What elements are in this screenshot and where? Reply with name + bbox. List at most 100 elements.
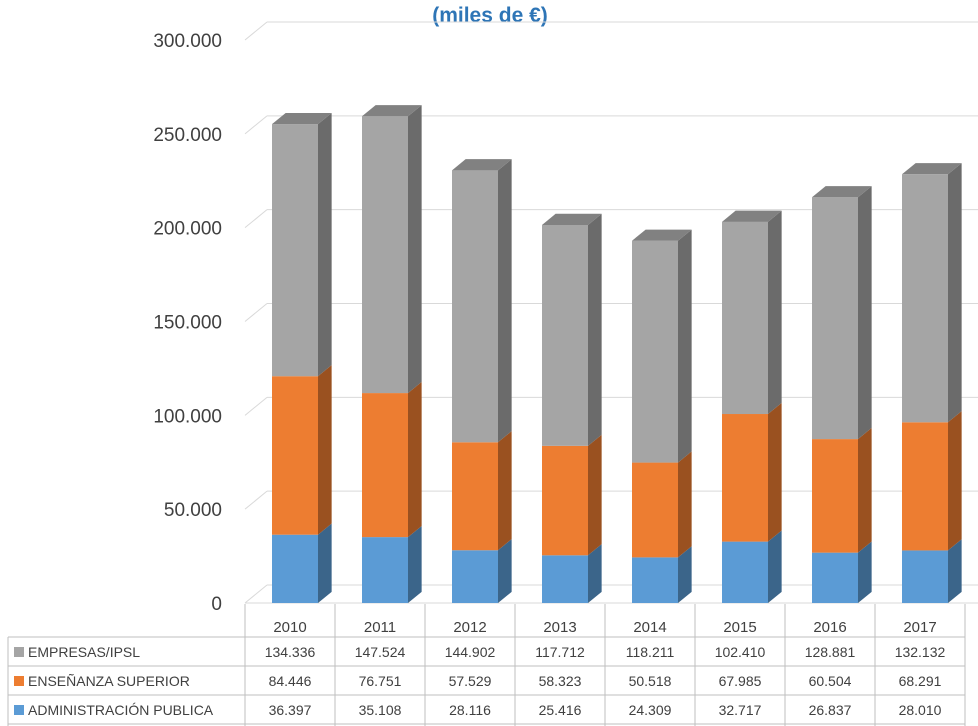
- bar-segment-side: [498, 539, 512, 603]
- bar-top: [902, 163, 962, 175]
- bar-segment: [632, 557, 678, 603]
- bar-segment: [812, 552, 858, 603]
- bar-segment-side: [678, 229, 692, 463]
- bar-segment: [362, 116, 408, 394]
- bar-segment-side: [858, 427, 872, 553]
- gridline-diagonal: [244, 303, 268, 322]
- bar-top: [632, 229, 692, 241]
- data-table-cell: 134.336: [265, 644, 316, 660]
- bar-segment-side: [498, 431, 512, 551]
- y-tick-label: 150.000: [153, 313, 222, 334]
- legend-swatch: [14, 647, 24, 657]
- bar-top: [272, 112, 332, 125]
- gridline-diagonal: [244, 21, 268, 41]
- bar-segment: [812, 197, 858, 440]
- gridline-diagonal: [244, 396, 268, 416]
- gridline-diagonal: [244, 115, 268, 135]
- bar-segment: [362, 393, 408, 538]
- data-table-cell: 84.446: [269, 673, 312, 689]
- bar-segment: [452, 170, 498, 443]
- x-tick-label: 2017: [903, 619, 936, 636]
- bar-segment-side: [768, 210, 782, 415]
- x-tick-label: 2010: [273, 619, 306, 636]
- y-tick-label: 300.000: [153, 31, 222, 52]
- data-table-cell: 28.116: [449, 702, 491, 718]
- bar-segment: [902, 174, 948, 423]
- data-table-cell: 76.751: [359, 673, 402, 689]
- bar-segment-side: [948, 163, 962, 423]
- x-tick-label: 2014: [633, 619, 666, 636]
- x-tick-label: 2013: [543, 619, 576, 636]
- bar-segment: [542, 445, 588, 556]
- x-tick-label: 2015: [723, 619, 756, 636]
- data-table-cell: 50.518: [629, 673, 672, 689]
- bar-segment: [362, 537, 408, 603]
- bar-top: [812, 186, 872, 198]
- data-table-cell: 57.529: [449, 673, 492, 689]
- data-table-cell: 24.309: [629, 702, 672, 718]
- y-tick-label: 250.000: [153, 125, 222, 146]
- bar-segment-side: [678, 546, 692, 603]
- data-table-cell: 147.524: [355, 644, 406, 660]
- bar-segment-side: [498, 159, 512, 443]
- bar-segment: [902, 550, 948, 603]
- x-tick-label: 2016: [813, 619, 846, 636]
- bar-segment-side: [948, 539, 962, 603]
- legend-label: ADMINISTRACIÓN PUBLICA: [28, 702, 214, 718]
- bar-segment: [722, 414, 768, 542]
- legend-label: EMPRESAS/IPSL: [28, 644, 140, 660]
- bar-top: [452, 159, 512, 171]
- data-table-cell: 32.717: [719, 702, 762, 718]
- legend-swatch: [14, 676, 24, 686]
- bar-segment-side: [408, 525, 422, 603]
- bar-segment-side: [408, 381, 422, 538]
- y-tick-label: 50.000: [164, 500, 222, 521]
- bar-segment: [272, 376, 318, 535]
- bar-segment: [722, 221, 768, 415]
- x-tick-label: 2012: [453, 619, 486, 636]
- bar-segment-side: [678, 451, 692, 558]
- data-table-cell: 132.132: [895, 644, 946, 660]
- data-table-cell: 117.712: [535, 644, 585, 660]
- bar-top: [362, 105, 422, 117]
- bar-segment: [632, 240, 678, 463]
- bar-segment-side: [318, 112, 332, 377]
- bar-top: [722, 210, 782, 222]
- gridline-diagonal: [244, 490, 268, 510]
- bar-segment-side: [588, 434, 602, 556]
- bar-segment: [272, 534, 318, 603]
- bar-segment: [272, 124, 318, 377]
- data-table-cell: 144.902: [445, 644, 496, 660]
- bar-segment-side: [318, 365, 332, 535]
- bar-segment-side: [588, 213, 602, 446]
- gridline-diagonal: [244, 209, 268, 229]
- data-table-cell: 102.410: [715, 644, 766, 660]
- data-table-cell: 68.291: [899, 673, 942, 689]
- bar-segment: [452, 442, 498, 551]
- data-table-cell: 118.211: [626, 644, 675, 660]
- data-table-cell: 35.108: [359, 702, 402, 718]
- bar-segment: [542, 224, 588, 446]
- bar-segment-side: [588, 544, 602, 603]
- bar-segment: [452, 550, 498, 603]
- bar-segment: [722, 541, 768, 603]
- chart-subtitle: (miles de €): [432, 4, 548, 27]
- data-table-cell: 67.985: [719, 673, 762, 689]
- data-table-cell: 26.837: [809, 702, 852, 718]
- data-table-cell: 60.504: [809, 673, 852, 689]
- bar-segment: [632, 462, 678, 558]
- bar-top: [542, 213, 602, 225]
- legend-label: ENSEÑANZA SUPERIOR: [28, 673, 190, 689]
- legend-swatch: [14, 705, 24, 715]
- bar-segment-side: [858, 541, 872, 603]
- data-table-cell: 28.010: [899, 702, 942, 718]
- data-table-cell: 25.416: [539, 702, 582, 718]
- gridline-diagonal: [244, 584, 268, 604]
- bar-segment: [812, 439, 858, 553]
- bar-segment: [542, 555, 588, 603]
- bar-segment-side: [318, 523, 332, 603]
- bar-segment-side: [408, 105, 422, 394]
- bar-segment-side: [858, 186, 872, 440]
- bar-segment-side: [948, 411, 962, 551]
